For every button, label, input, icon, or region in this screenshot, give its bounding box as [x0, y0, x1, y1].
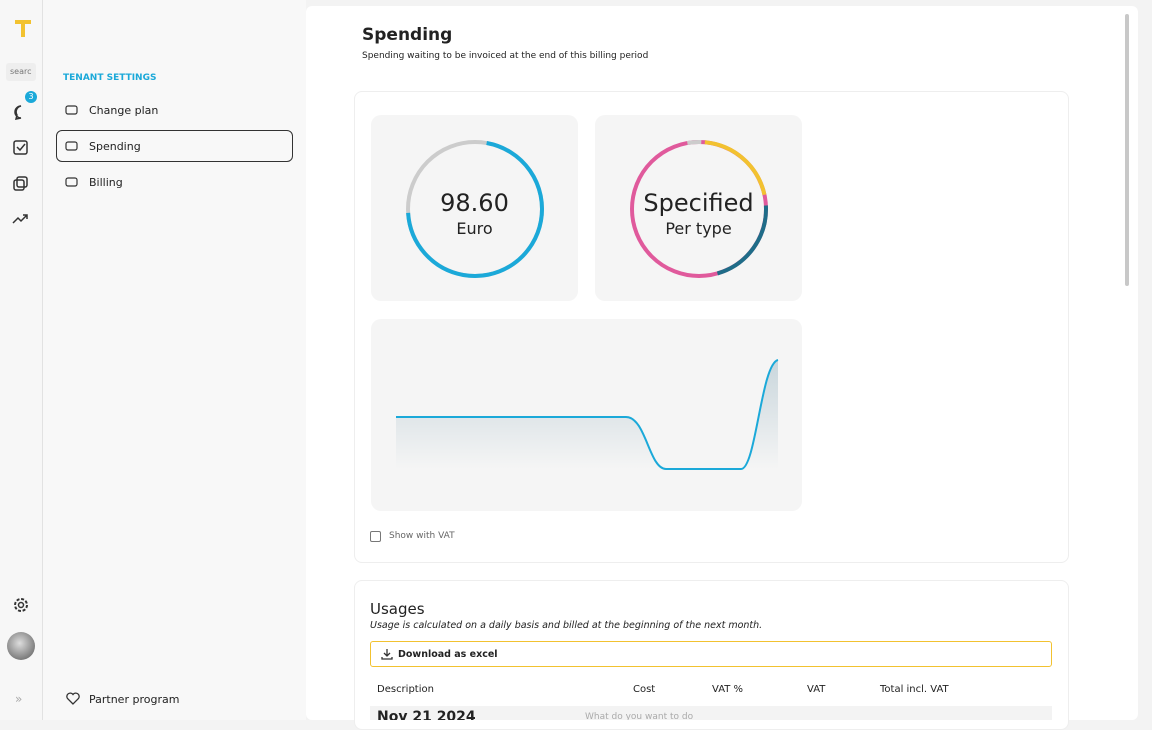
logo — [15, 20, 31, 37]
usages-panel — [354, 580, 1069, 730]
usages-title: Usages — [370, 600, 425, 618]
col-header: Total incl. VAT — [880, 684, 949, 695]
types-card: Specified Per type — [595, 115, 802, 301]
row-strip: Nov 21 2024 What do you want to do — [370, 706, 1052, 720]
col-header: VAT — [807, 684, 826, 695]
tasks-icon[interactable] — [13, 140, 29, 156]
download-label: Download as excel — [398, 649, 498, 660]
total-ring — [406, 140, 544, 278]
col-header: VAT % — [712, 684, 744, 695]
trend-line — [396, 359, 779, 470]
download-button[interactable]: Download as excel — [370, 641, 1052, 667]
settings-panel: TENANT SETTINGS Change plan Spending Bil… — [43, 0, 306, 720]
total-value: 98.60 — [440, 189, 509, 217]
total-card: 98.60 Euro — [371, 115, 578, 301]
nav-item[interactable]: Billing — [89, 176, 123, 189]
trend-card — [371, 319, 802, 511]
hint: What do you want to do — [585, 712, 694, 720]
settings-icon[interactable] — [12, 596, 30, 614]
main: Spending Spending waiting to be invoiced… — [306, 6, 1138, 730]
copy-icon[interactable] — [13, 176, 29, 192]
total-unit: Euro — [456, 219, 493, 238]
search-input[interactable]: searc — [6, 63, 36, 81]
trend-icon[interactable] — [12, 213, 28, 225]
download-icon — [381, 649, 393, 660]
heart-icon — [66, 692, 80, 705]
vat-checkbox[interactable] — [370, 531, 381, 542]
vat-label[interactable]: Show with VAT — [389, 531, 455, 541]
avatar[interactable] — [7, 632, 35, 660]
badge: 3 — [25, 91, 37, 103]
partner-link[interactable]: Partner program — [89, 693, 180, 706]
usages-note: Usage is calculated on a daily basis and… — [370, 620, 763, 631]
nav-icons — [65, 105, 78, 187]
types-value: Specified — [643, 189, 754, 217]
scrollbar[interactable] — [1125, 14, 1129, 286]
page-title: Spending — [362, 25, 453, 45]
nav-item[interactable]: Spending — [89, 140, 141, 153]
col-header: Description — [377, 684, 434, 695]
expand-icon[interactable]: » — [15, 692, 23, 706]
types-unit: Per type — [665, 219, 732, 238]
icon-rail: searc 3 » — [0, 0, 43, 720]
row-date: Nov 21 2024 — [377, 709, 476, 720]
section-heading: TENANT SETTINGS — [63, 73, 157, 83]
page-subtitle: Spending waiting to be invoiced at the e… — [362, 51, 649, 61]
col-header: Cost — [633, 684, 656, 695]
chat-icon[interactable] — [12, 104, 30, 120]
types-ring — [630, 140, 768, 278]
nav-item[interactable]: Change plan — [89, 104, 159, 117]
nav-active — [56, 130, 293, 162]
